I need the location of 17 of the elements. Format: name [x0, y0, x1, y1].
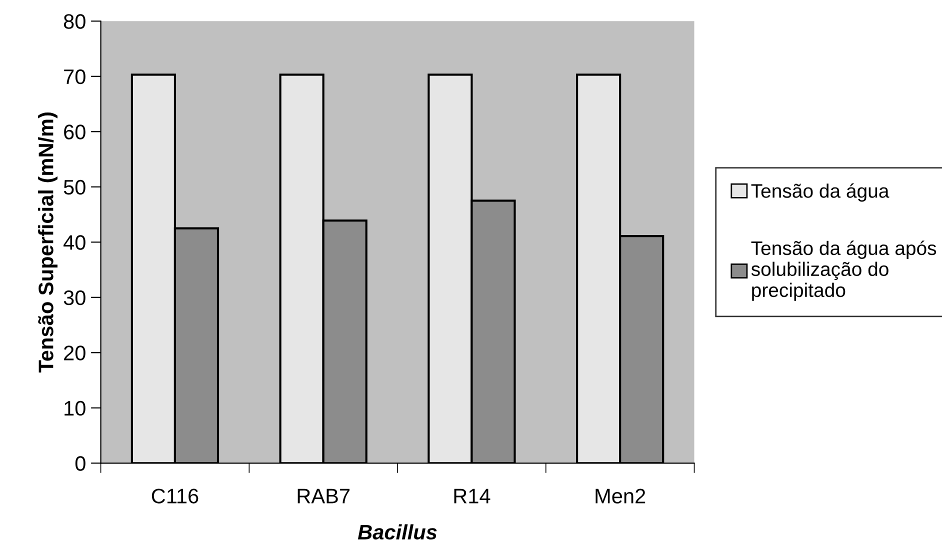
y-tick-label: 10: [64, 400, 86, 416]
y-tick-label: 70: [64, 69, 86, 84]
x-axis-title: Bacillus: [358, 524, 437, 540]
x-tick-label: R14: [454, 488, 490, 504]
y-tick-label: 60: [64, 124, 86, 140]
y-tick-label: 50: [64, 180, 86, 195]
y-tick-label: 30: [64, 290, 86, 306]
legend-label: Tensão da água: [751, 183, 890, 202]
y-tick-label: 40: [64, 235, 86, 250]
x-tick-label: Men2: [596, 488, 646, 504]
y-tick-label: 0: [75, 456, 86, 471]
x-tick-label: C116: [152, 488, 198, 504]
x-tick-label: RAB7: [298, 488, 350, 504]
y-axis-title: Tensão Superficial (mN/m): [38, 112, 58, 373]
y-tick-label: 20: [64, 346, 86, 360]
legend-label: Tensão da água após solubilização do precipitado: [751, 240, 936, 301]
y-tick-label: 80: [64, 14, 86, 29]
